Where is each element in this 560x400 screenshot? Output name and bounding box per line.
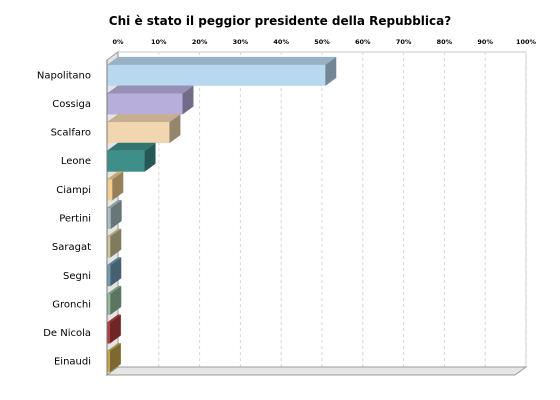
category-label: Segni (63, 271, 91, 282)
x-tick-label: 60% (355, 38, 371, 46)
x-tick-label: 90% (477, 38, 493, 46)
bar-side-face (182, 85, 194, 115)
bar-top-face (107, 142, 156, 151)
category-label: Pertini (59, 214, 91, 225)
bar (107, 265, 111, 287)
category-label: Napolitano (37, 70, 91, 81)
bar-side-face (110, 285, 122, 315)
chart-title: Chi è stato il peggior presidente della … (108, 14, 452, 28)
category-label: Einaudi (54, 357, 91, 368)
bar-top-face (107, 285, 122, 294)
x-tick-label: 80% (437, 38, 453, 46)
x-tick-label: 0% (112, 38, 124, 46)
bar-side-face (169, 114, 181, 144)
x-tick-label: 20% (192, 38, 208, 46)
bar-side-face (110, 200, 122, 229)
bar-top-face (107, 257, 122, 266)
category-label: Saragat (52, 242, 91, 253)
bar-top-face (107, 85, 194, 94)
bar-side-face (109, 343, 121, 373)
bar-side-face (110, 228, 122, 258)
bar-side-face (110, 257, 122, 287)
bar-top-face (107, 114, 181, 123)
bar (107, 293, 111, 315)
category-label: Cossiga (52, 99, 91, 110)
x-tick-label: 10% (151, 38, 167, 46)
bar (107, 179, 113, 201)
x-tick-label: 40% (273, 38, 289, 46)
bar-top-face (107, 228, 122, 237)
bar-top-face (107, 56, 337, 65)
category-label: Scalfaro (51, 128, 91, 139)
category-label: Gronchi (52, 299, 91, 310)
bar-side-face (144, 142, 156, 172)
x-tick-label: 100% (516, 38, 537, 46)
category-label: De Nicola (43, 328, 91, 339)
bar (107, 64, 326, 86)
bar (107, 322, 110, 344)
x-tick-label: 50% (314, 38, 330, 46)
x-tick-label: 30% (233, 38, 249, 46)
plot-floor (105, 366, 528, 376)
bar (107, 122, 170, 144)
bar (107, 236, 111, 258)
bar-side-face (325, 56, 337, 86)
bar-side-face (112, 171, 124, 201)
bar-side-face (109, 314, 121, 344)
bar-top-face (107, 314, 121, 323)
bar-top-face (107, 171, 124, 180)
bar-top-face (107, 343, 121, 352)
category-label: Leone (61, 156, 91, 167)
bar-top-face (107, 200, 122, 208)
category-label: Ciampi (56, 185, 91, 196)
bar (107, 351, 110, 373)
bar (107, 208, 111, 229)
bar (107, 93, 183, 115)
x-tick-label: 70% (396, 38, 412, 46)
bar (107, 150, 145, 172)
